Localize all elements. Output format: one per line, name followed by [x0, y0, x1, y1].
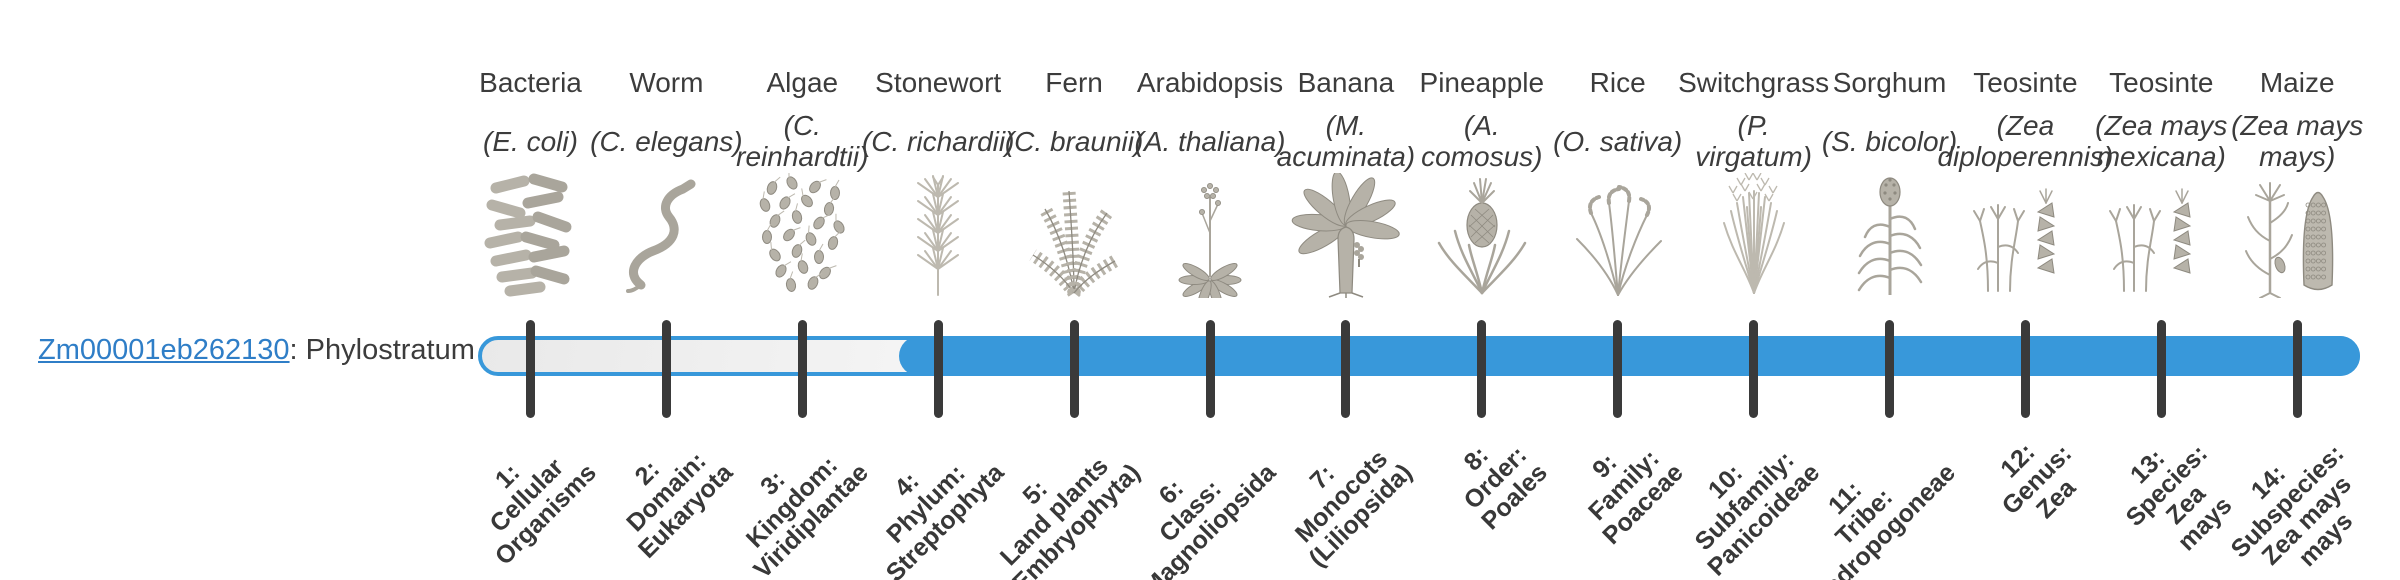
organism-name: Maize [2259, 67, 2335, 98]
organism-scientific-name: (C. braunii) [1004, 125, 1144, 157]
gene-label: Zm00001eb262130: Phylostratum 4 [38, 334, 499, 367]
switchgrass-icon [1694, 173, 1814, 298]
organism-name: Banana [1297, 67, 1395, 98]
phylostratum-tick-mark [797, 320, 807, 418]
organism-name: Pineapple [1419, 67, 1545, 98]
phylostratum-tick-mark [1613, 320, 1623, 418]
phylostratum-label-text: 8: Order: Poales [1458, 440, 1554, 536]
stonewort-icon [878, 173, 998, 298]
sorghum-icon [1830, 173, 1950, 298]
phylostratum-label-text: 12: Genus: Zea [1995, 437, 2082, 524]
timeline-fill [899, 336, 2360, 376]
organism-scientific-name: (A. thaliana) [1134, 125, 1286, 157]
algae-icon [742, 173, 862, 298]
organism-scientific-name: (O. sativa) [1553, 125, 1683, 157]
phylostratum-label-text: 14: Subspecies: Zea mays mays [2225, 439, 2359, 573]
phylostratum-label-text: 9: Family: Poaceae [1583, 444, 1689, 551]
organism-name: Algae [766, 67, 839, 98]
phylostratum-tick-mark [1885, 320, 1894, 418]
phylostratum-label-text: 7: Monocots (Liliopsida) [1289, 444, 1418, 573]
organism-scientific-name: (S. bicolor) [1821, 125, 1958, 157]
organism-scientific-name: (Zea diploperennis) [1937, 110, 2114, 172]
organism-scientific-name: (P. virgatum) [1695, 110, 1812, 172]
bacteria-icon [471, 173, 591, 298]
organism-name: Worm [629, 67, 704, 98]
arabidopsis-icon [1150, 173, 1270, 298]
phylostratum-tick-mark [1477, 320, 1487, 418]
worm-icon [606, 173, 726, 298]
phylostratum-tick-mark [1205, 320, 1215, 418]
phylostratum-label-text: 2: Domain: Eukaryota [620, 446, 738, 564]
phylostratum-tick-mark [933, 320, 943, 418]
organism-scientific-name: (E. coli) [483, 125, 578, 157]
phylostratum-label-text: 1: Cellular Organisms [484, 453, 602, 571]
pineapple-icon [1422, 173, 1542, 298]
organism-name: Bacteria [479, 67, 582, 98]
organism-name: Arabidopsis [1136, 67, 1284, 98]
phylostratum-tick-mark [526, 320, 535, 418]
organism-scientific-name: (C. richardii) [861, 125, 1015, 157]
organism-name: Stonewort [875, 67, 1002, 98]
organism-scientific-name: (C. elegans) [590, 125, 743, 157]
rice-icon [1558, 173, 1678, 298]
organism-name: Teosinte [2109, 67, 2214, 98]
organism-name: Rice [1589, 67, 1646, 98]
phylostratum-tick-mark [2292, 320, 2302, 418]
phylostratum-tick-mark [2156, 320, 2166, 418]
organism-name: Sorghum [1832, 67, 1947, 98]
gene-id-link[interactable]: Zm00001eb262130 [38, 334, 290, 366]
fern-icon [1014, 173, 1134, 298]
organism-scientific-name: (M. acuminata) [1276, 110, 1416, 172]
phylostratum-tick-mark [1341, 320, 1351, 418]
organism-name: Fern [1045, 67, 1103, 98]
phylostratum-tick-mark [2020, 320, 2030, 418]
maize-icon [2237, 173, 2357, 298]
teosinte-icon [1965, 173, 2085, 298]
teosinte-icon [2101, 173, 2221, 298]
organism-scientific-name: (Zea mays mays) [2231, 110, 2364, 172]
organism-scientific-name: (Zea mays mexicana) [2095, 110, 2228, 172]
phylostratum-tick-mark [1749, 320, 1759, 418]
banana-icon [1286, 173, 1406, 298]
organism-scientific-name: (A. comosus) [1421, 110, 1543, 172]
phylostratum-tick-mark [661, 320, 671, 418]
organism-name: Teosinte [1973, 67, 2078, 98]
phylostratum-label-text: 3: Kingdom: Viridiplantae [740, 451, 874, 580]
phylostratum-label-text: 6: Class: Magnoliopsida [1137, 458, 1282, 580]
organism-scientific-name: (C. reinhardtii) [736, 110, 869, 172]
organism-name: Switchgrass [1678, 67, 1830, 98]
phylostratum-tick-mark [1069, 320, 1079, 418]
gene-phylostratum-text: : Phylostratum 4 [289, 334, 500, 366]
